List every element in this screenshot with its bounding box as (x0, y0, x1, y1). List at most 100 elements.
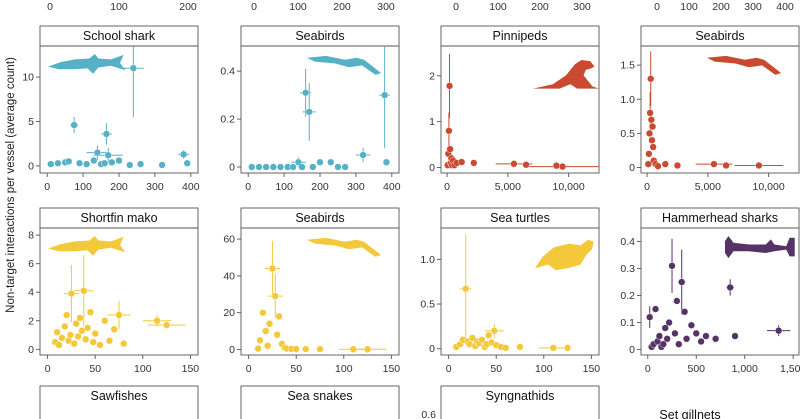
y-tick-label: 4 (28, 287, 34, 299)
data-point (726, 283, 734, 292)
data-point (654, 162, 662, 170)
data-point (63, 311, 71, 319)
data-point (298, 163, 306, 171)
data-point (316, 345, 324, 353)
y-tick-label: 0 (629, 344, 635, 356)
plot-frame (39, 227, 199, 356)
data-point (655, 332, 664, 340)
data-point (254, 344, 262, 353)
data-point (646, 313, 654, 321)
data-point (681, 308, 689, 316)
albatross-icon (307, 55, 382, 75)
data-point (305, 108, 313, 116)
panel-6: Sea turtles 0 50 100 150 0 0.5 1.0 (420, 207, 601, 375)
plot-frame (640, 45, 800, 174)
data-point (309, 163, 317, 171)
top-tick: 0 (453, 1, 459, 13)
data-point (78, 327, 86, 335)
data-point (162, 321, 171, 329)
data-point (651, 305, 660, 313)
y-tick-label: 0.4 (620, 236, 635, 248)
data-point (70, 339, 78, 348)
data-point (671, 329, 679, 337)
data-point (72, 320, 80, 328)
data-point (83, 160, 91, 168)
data-point (302, 345, 310, 353)
y-tick-label: 0.2 (620, 290, 635, 302)
y-tick-label: 0 (28, 344, 34, 356)
shark-icon (48, 236, 126, 256)
data-point (363, 345, 372, 353)
data-point (702, 332, 710, 340)
y-tick-label: 40 (223, 270, 235, 282)
data-point (271, 292, 279, 300)
data-point (93, 148, 102, 157)
data-point (334, 163, 342, 171)
panel-title: Seabirds (295, 29, 344, 43)
data-point (327, 158, 335, 166)
plot-frame (240, 227, 400, 356)
data-point (53, 328, 61, 336)
data-point (510, 160, 518, 168)
y-tick-label: 0.5 (620, 128, 635, 140)
data-point (563, 344, 572, 352)
data-point (101, 159, 109, 167)
panel-0: School shark 0 100 200 300 400 0 5 10 (22, 25, 200, 193)
data-point (478, 336, 486, 344)
data-point (91, 329, 99, 338)
data-point (259, 309, 267, 317)
data-point (76, 314, 84, 322)
bottom-panel-title: Sawfishes (91, 389, 148, 403)
x-tick-label: 400 (383, 181, 401, 193)
data-point (129, 64, 137, 72)
data-point (731, 332, 739, 340)
data-point (673, 297, 681, 305)
y-tick-label: 10 (22, 72, 34, 84)
data-point (65, 157, 73, 166)
data-point (678, 278, 686, 286)
data-point (96, 341, 104, 349)
data-point (265, 320, 274, 328)
y-tick-label: 0 (229, 162, 235, 174)
data-point (648, 136, 656, 144)
y-tick-label: 0.1 (620, 317, 635, 329)
x-tick-label: 150 (583, 363, 601, 375)
top-tick: 0 (47, 1, 53, 13)
top-tick: 200 (531, 1, 549, 13)
data-point (153, 317, 161, 325)
top-tick: 200 (712, 1, 730, 13)
x-tick-label: 500 (687, 363, 705, 375)
panel-title: School shark (83, 29, 156, 43)
partial-tick: 0.6 (421, 409, 436, 419)
data-point (712, 335, 720, 343)
top-tick: 300 (377, 1, 395, 13)
data-point (120, 339, 128, 348)
data-point (289, 163, 297, 171)
data-point (649, 143, 657, 151)
data-point (275, 312, 283, 320)
data-point (273, 331, 281, 339)
sea-lion-icon (533, 60, 599, 89)
x-tick-label: 1,500 (780, 363, 800, 375)
data-point (659, 340, 667, 348)
top-tick: 100 (680, 1, 698, 13)
data-point (74, 332, 82, 341)
data-point (516, 343, 524, 351)
data-point (484, 331, 493, 339)
data-point (382, 158, 391, 166)
x-tick-label: 0 (645, 363, 651, 375)
data-point (115, 311, 123, 319)
y-axis-label: Non-target interactions per vessel (aver… (5, 57, 17, 313)
panel-title: Seabirds (695, 29, 744, 43)
data-point (82, 335, 90, 343)
hammerhead-shark-icon (725, 236, 795, 259)
data-point (665, 318, 673, 327)
panel-2: Pinnipeds 0 5,000 10,000 0 1 2 (429, 25, 600, 193)
x-tick-label: 10,000 (553, 181, 585, 193)
x-tick-label: 0 (644, 181, 650, 193)
top-axis-2: 0 100 200 300 (453, 1, 591, 13)
data-point (262, 327, 270, 335)
y-tick-label: 0.4 (220, 66, 235, 78)
panel-title: Pinnipeds (493, 29, 548, 43)
